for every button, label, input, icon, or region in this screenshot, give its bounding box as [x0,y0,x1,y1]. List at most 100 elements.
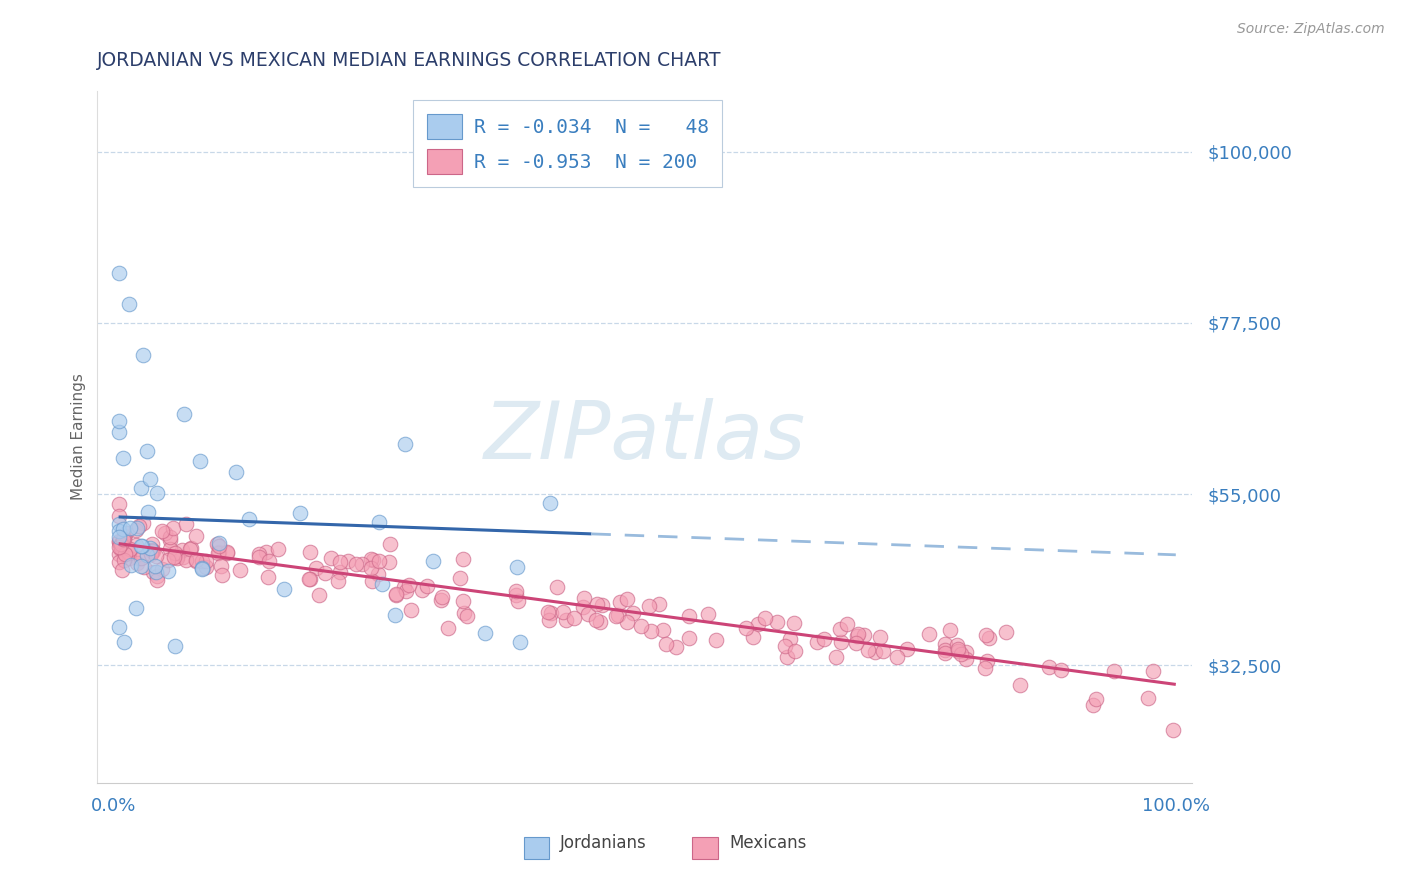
Point [506,560,529,574]
Point [247,547,270,561]
Point [110,563,132,577]
Point [314,566,336,581]
Point [165,546,187,560]
Point [159,533,181,548]
Point [588,615,610,629]
Point [329,555,352,569]
Point [163,549,186,564]
Point [453,606,475,620]
Point [110,543,132,558]
Point [361,553,384,567]
Point [143,558,166,573]
Point [180,541,202,556]
Point [576,607,599,622]
Point [207,546,229,560]
Point [371,576,394,591]
Point [1008,678,1031,692]
Point [107,498,129,512]
Point [125,556,148,570]
Point [872,644,894,658]
Point [191,562,214,576]
Point [107,266,129,280]
Point [166,549,188,563]
Point [555,613,578,627]
Point [638,599,661,613]
Point [194,560,217,574]
Point [288,506,311,520]
Point [938,624,960,638]
Point [630,619,652,633]
Point [146,568,169,582]
Point [159,530,181,544]
Point [564,611,586,625]
Point [621,606,644,620]
Point [977,631,1000,645]
Point [664,640,686,654]
Point [228,563,250,577]
Point [585,613,607,627]
Point [1161,723,1184,737]
Point [449,571,471,585]
Point [215,546,238,560]
Point [946,638,969,652]
Point [141,547,163,561]
Point [209,558,232,573]
Point [114,547,136,561]
Point [616,615,638,630]
Point [704,632,727,647]
Point [131,539,153,553]
Point [112,533,135,547]
Point [273,582,295,596]
Point [651,623,673,637]
Point [111,451,134,466]
Point [505,584,527,599]
Point [616,592,638,607]
Point [974,661,997,675]
Point [609,595,631,609]
Point [132,348,155,362]
Point [586,597,609,611]
Point [773,639,796,653]
Point [172,543,194,558]
Point [747,616,769,631]
Point [837,617,859,632]
Point [1102,664,1125,678]
Point [112,553,135,567]
Point [208,540,231,554]
Point [112,529,135,543]
Point [949,647,972,661]
Point [430,592,453,607]
Text: ZIPatlas: ZIPatlas [484,398,806,476]
Point [1136,690,1159,705]
Point [157,552,180,566]
Point [127,550,149,565]
Point [934,643,956,657]
Point [377,555,399,569]
Point [779,632,801,647]
Point [142,565,165,579]
Point [1142,664,1164,678]
Point [107,509,129,524]
Point [142,544,165,558]
Point [546,580,568,594]
Point [551,606,574,620]
Point [955,645,977,659]
Point [422,554,444,568]
Point [765,615,787,630]
Point [853,628,876,642]
Point [107,555,129,569]
Point [437,621,460,635]
Point [385,587,408,601]
Point [124,538,146,552]
Point [367,567,389,582]
Point [640,624,662,639]
Point [509,635,531,649]
Point [174,516,197,531]
Point [115,526,138,541]
Point [776,649,799,664]
Point [934,646,956,660]
Point [825,649,848,664]
Point [208,545,231,559]
Point [360,551,382,566]
Legend: R = -0.034  N =   48, R = -0.953  N = 200: R = -0.034 N = 48, R = -0.953 N = 200 [413,101,723,187]
